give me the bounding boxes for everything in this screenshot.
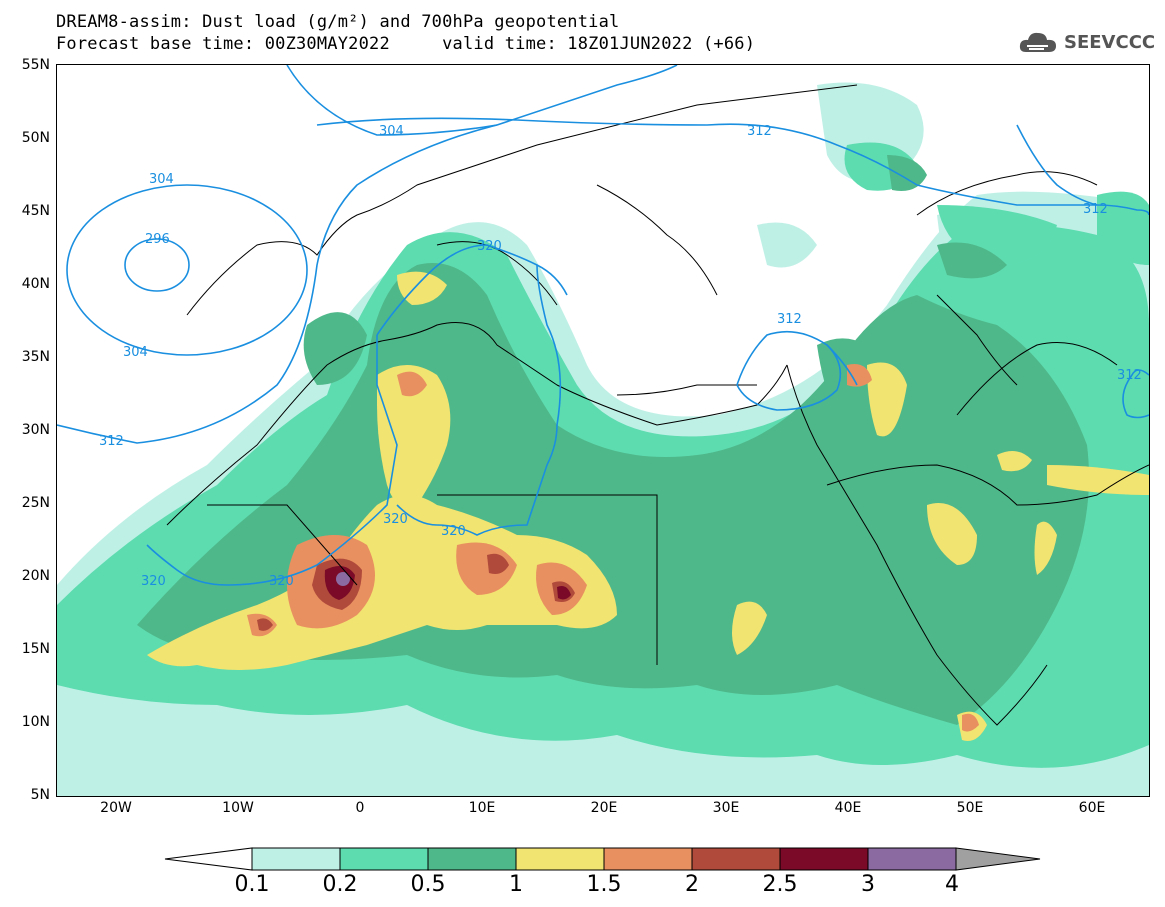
dust-level-1-5: [247, 364, 979, 732]
colorbar-segment: [779, 847, 869, 871]
contour-label: 312: [1117, 368, 1142, 383]
contour-label: 296: [145, 232, 170, 247]
contour-label: 304: [123, 345, 148, 360]
colorbar-label: 3: [861, 872, 875, 897]
contour-label: 320: [141, 574, 166, 589]
lon-label: 20W: [100, 800, 132, 816]
lon-label: 60E: [1078, 800, 1106, 816]
contour-label: 312: [747, 124, 772, 139]
contour-label: 320: [441, 524, 466, 539]
lon-label: 0: [355, 800, 365, 816]
contour-label: 312: [777, 312, 802, 327]
map-canvas: 304 296 304 312 304 312 320 320 320 320 …: [57, 65, 1149, 796]
contour-label: 320: [477, 239, 502, 254]
lon-label: 30E: [712, 800, 740, 816]
geopotential-contours: [57, 65, 1149, 586]
seevccc-logo: SEEVCCC: [1018, 28, 1155, 56]
colorbar-label: 1: [509, 872, 523, 897]
contour-label: 320: [269, 574, 294, 589]
contour-labels: 304 296 304 312 304 312 320 320 320 320 …: [99, 124, 1142, 589]
contour-label: 304: [149, 172, 174, 187]
coastlines: [166, 84, 1149, 726]
logo-text: SEEVCCC: [1064, 31, 1156, 53]
colorbar-label: 0.5: [410, 872, 446, 897]
map-title: DREAM8-assim: Dust load (g/m²) and 700hP…: [56, 12, 620, 32]
lat-label: 50N: [21, 130, 50, 146]
colorbar-label: 2: [685, 872, 699, 897]
contour-label: 320: [383, 512, 408, 527]
lon-label: 50E: [956, 800, 984, 816]
colorbar-segment: [339, 847, 429, 871]
lat-label: 15N: [21, 641, 50, 657]
forecast-time-line: Forecast base time: 00Z30MAY2022 valid t…: [56, 34, 756, 54]
lat-label: 35N: [21, 349, 50, 365]
lat-label: 30N: [21, 422, 50, 438]
lat-label: 25N: [21, 495, 50, 511]
colorbar-high-arrow: [955, 847, 1041, 871]
lat-label: 10N: [21, 714, 50, 730]
dust-level-3: [336, 572, 350, 586]
lat-label: 45N: [21, 203, 50, 219]
colorbar-label: 2.5: [762, 872, 798, 897]
lat-label: 20N: [21, 568, 50, 584]
colorbar-segment: [603, 847, 693, 871]
colorbar-label: 1.5: [586, 872, 622, 897]
contour-label: 312: [99, 434, 124, 449]
colorbar-segment: [427, 847, 517, 871]
colorbar-segment: [867, 847, 957, 871]
colorbar-label: 0.1: [234, 872, 270, 897]
lon-label: 20E: [590, 800, 618, 816]
colorbar-label: 0.2: [322, 872, 358, 897]
colorbar-segment: [251, 847, 341, 871]
colorbar-segment: [691, 847, 781, 871]
colorbar-segment: [515, 847, 605, 871]
lat-label: 5N: [30, 787, 50, 803]
colorbar: [164, 847, 1041, 871]
dust-map: 304 296 304 312 304 312 320 320 320 320 …: [56, 64, 1150, 797]
cloud-icon: [1019, 32, 1056, 52]
contour-label: 304: [379, 124, 404, 139]
lon-label: 40E: [834, 800, 862, 816]
lon-label: 10E: [468, 800, 496, 816]
lon-label: 10W: [222, 800, 254, 816]
lat-label: 55N: [21, 57, 50, 73]
colorbar-label: 4: [945, 872, 959, 897]
lat-label: 40N: [21, 276, 50, 292]
contour-label: 312: [1083, 202, 1108, 217]
colorbar-low-arrow: [164, 847, 253, 871]
